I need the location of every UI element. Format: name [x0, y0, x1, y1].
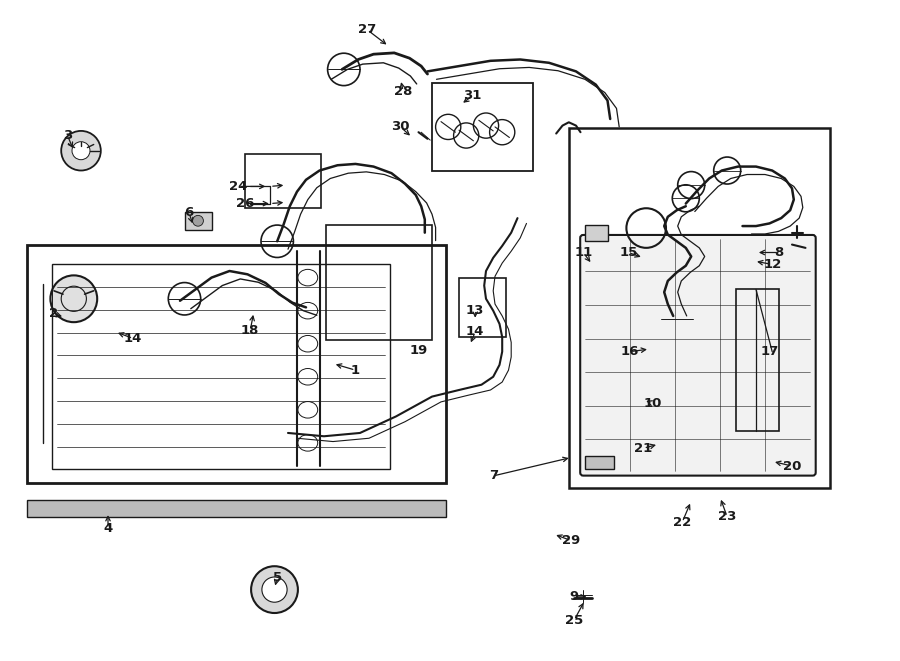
- Text: 23: 23: [718, 510, 736, 524]
- Circle shape: [251, 566, 298, 613]
- Text: 10: 10: [644, 397, 662, 410]
- Circle shape: [72, 141, 90, 160]
- Text: 29: 29: [562, 534, 580, 547]
- Text: 21: 21: [634, 442, 652, 455]
- Circle shape: [50, 276, 97, 322]
- Text: 19: 19: [410, 344, 427, 357]
- Bar: [432, 83, 533, 171]
- Text: 16: 16: [621, 345, 639, 358]
- FancyBboxPatch shape: [580, 235, 815, 476]
- Text: 31: 31: [464, 89, 482, 102]
- Text: 25: 25: [565, 613, 583, 627]
- Text: 2: 2: [50, 307, 58, 321]
- Circle shape: [61, 131, 101, 171]
- Circle shape: [193, 215, 203, 226]
- Text: 17: 17: [760, 345, 778, 358]
- Text: 14: 14: [466, 325, 484, 338]
- Text: 9: 9: [570, 590, 579, 603]
- Text: 11: 11: [574, 246, 592, 259]
- Circle shape: [262, 577, 287, 602]
- Text: 27: 27: [358, 23, 376, 36]
- Bar: [569, 128, 830, 488]
- Bar: [585, 225, 608, 241]
- Text: 24: 24: [230, 180, 248, 193]
- Bar: [245, 154, 321, 208]
- Bar: [736, 289, 779, 431]
- Text: 1: 1: [351, 364, 360, 377]
- Text: 13: 13: [466, 304, 484, 317]
- Bar: [585, 456, 614, 469]
- Text: 4: 4: [104, 522, 112, 535]
- Text: 15: 15: [619, 246, 637, 259]
- Text: 22: 22: [673, 516, 691, 529]
- Text: 20: 20: [783, 459, 801, 473]
- Text: 3: 3: [63, 129, 72, 142]
- Bar: [52, 264, 390, 469]
- Text: 6: 6: [184, 206, 194, 219]
- Text: 30: 30: [392, 120, 410, 134]
- Text: 5: 5: [273, 571, 282, 584]
- Text: 12: 12: [763, 258, 781, 271]
- Text: 28: 28: [394, 85, 412, 98]
- Text: 18: 18: [241, 324, 259, 337]
- Text: 7: 7: [489, 469, 498, 483]
- Bar: [459, 278, 506, 337]
- Bar: [184, 212, 212, 230]
- Text: 26: 26: [236, 197, 254, 210]
- Text: 14: 14: [124, 332, 142, 345]
- Bar: [27, 500, 446, 517]
- Bar: [27, 245, 446, 483]
- Text: 8: 8: [774, 246, 783, 259]
- Bar: [326, 225, 432, 340]
